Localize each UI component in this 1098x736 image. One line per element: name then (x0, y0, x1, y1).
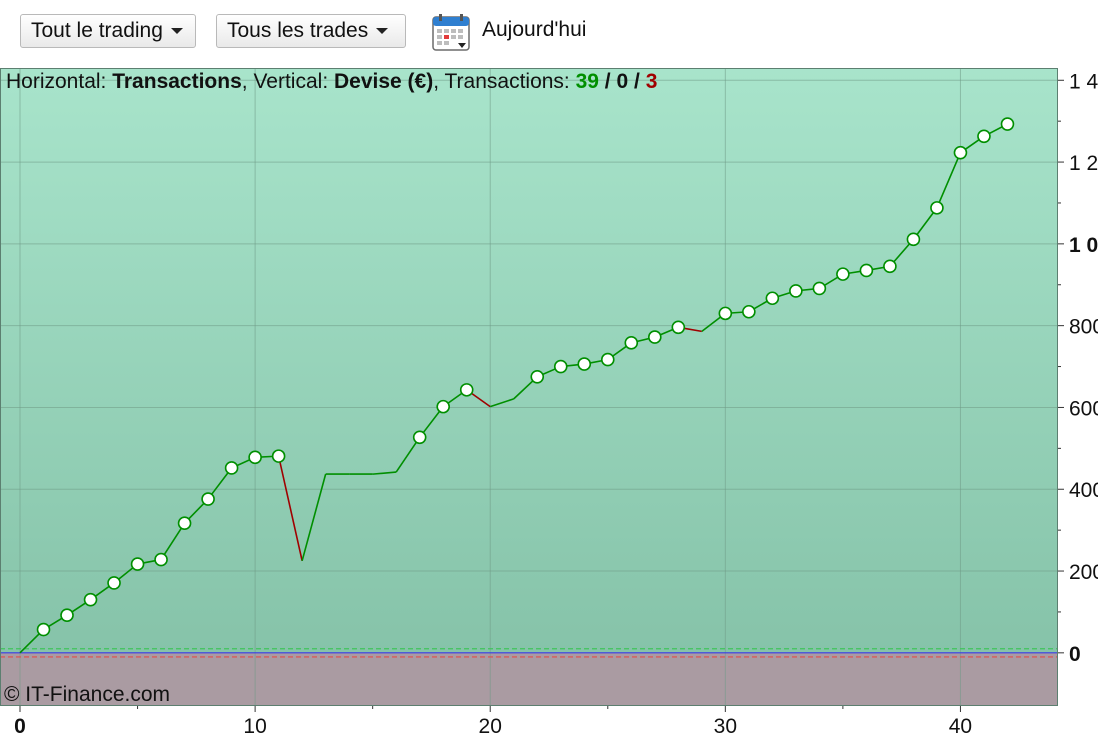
y-tick-label: 0 (1069, 643, 1081, 666)
win-segment (395, 436, 421, 473)
data-point (459, 383, 474, 397)
info-tx-label: , Transactions: (433, 70, 575, 93)
data-point (883, 259, 897, 274)
win-segment (301, 473, 327, 562)
data-point (836, 267, 850, 281)
trades-filter-dropdown[interactable]: Tous les trades (216, 14, 406, 48)
data-point (201, 492, 215, 506)
info-line: Horizontal: Transactions, Vertical: Devi… (6, 70, 657, 93)
reference-lines (0, 648, 1058, 658)
y-tick-label: 400 (1069, 479, 1098, 502)
y-tick-label: 800 (1069, 316, 1098, 339)
positive-area (0, 68, 1058, 653)
y-tick-label: 600 (1069, 397, 1098, 420)
y-axis: 1 4 1 2 1 0 800 600 400 200 0 (1058, 70, 1098, 666)
data-point (1000, 117, 1015, 131)
info-sep1: / (599, 70, 617, 93)
info-losses: 3 (646, 70, 658, 93)
trading-filter-label: Tout le trading (31, 19, 163, 42)
data-point (977, 129, 991, 144)
x-tick-label: 10 (243, 715, 266, 736)
x-tick-label: 40 (949, 715, 972, 736)
info-vertical: Devise (€) (334, 70, 433, 93)
info-prefix: Horizontal: (6, 70, 112, 93)
date-label: Aujourd'hui (482, 18, 587, 41)
data-point (624, 336, 639, 350)
data-point (530, 369, 545, 384)
negative-area (0, 652, 1058, 706)
data-point (154, 552, 168, 567)
chevron-down-icon (170, 28, 183, 34)
info-even: 0 (616, 70, 628, 93)
data-point (224, 461, 239, 475)
x-axis: 0 10 20 30 40 (14, 706, 972, 736)
data-point (553, 359, 568, 374)
data-point (859, 263, 874, 278)
data-point (248, 450, 262, 465)
win-segment (489, 398, 514, 408)
y-tick-label: 1 4 (1069, 70, 1098, 93)
data-point (412, 430, 427, 445)
win-segment (936, 152, 962, 209)
info-horizontal: Transactions (112, 70, 242, 93)
y-tick-label: 1 0 (1069, 234, 1098, 257)
calendar-icon[interactable] (432, 14, 472, 52)
data-point (130, 557, 145, 571)
data-point (765, 291, 780, 306)
copyright: © IT-Finance.com (4, 683, 170, 706)
data-point (930, 201, 944, 215)
data-point (107, 576, 121, 590)
x-tick-label: 20 (479, 715, 502, 736)
data-point (60, 608, 74, 623)
data-point (906, 232, 921, 247)
win-segment (372, 471, 397, 475)
data-point (742, 304, 756, 319)
x-tick-label: 30 (714, 715, 737, 736)
win-segment (160, 522, 186, 561)
trades-filter-label: Tous les trades (227, 19, 369, 42)
data-point (271, 449, 286, 463)
data-point (36, 622, 51, 637)
x-tick-label: 0 (14, 715, 26, 736)
data-point (718, 306, 733, 321)
data-point (789, 284, 803, 298)
y-tick-label: 1 2 (1069, 152, 1098, 175)
y-tick-label: 200 (1069, 561, 1098, 584)
data-point (600, 352, 615, 367)
data-point (83, 592, 98, 607)
data-point (812, 281, 827, 296)
loss-segment (277, 455, 303, 561)
info-mid: , Vertical: (242, 70, 334, 93)
info-wins: 39 (576, 70, 599, 93)
plot-frame (0, 68, 1058, 706)
equity-markers (36, 117, 1015, 637)
info-sep2: / (628, 70, 646, 93)
data-point (177, 516, 192, 530)
data-point (953, 145, 968, 160)
data-point (436, 399, 451, 414)
data-point (647, 330, 662, 344)
trading-filter-dropdown[interactable]: Tout le trading (20, 14, 196, 48)
data-point (577, 357, 592, 371)
grid (0, 68, 1058, 706)
data-point (671, 320, 686, 335)
chevron-down-icon (376, 28, 389, 34)
